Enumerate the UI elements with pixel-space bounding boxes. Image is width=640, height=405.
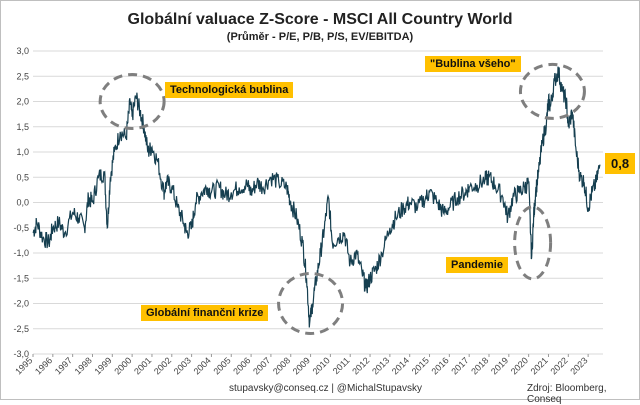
x-tick-label: 2000 [112,355,133,376]
chart-title: Globální valuace Z-Score - MSCI All Coun… [127,11,513,28]
x-tick-label: 2002 [152,355,173,376]
y-tick-label: -1,0 [13,248,29,258]
x-tick-label: 1997 [53,355,74,376]
highlight-financial-crisis [277,272,345,335]
annotation-pandemic: Pandemie [446,257,508,273]
annotation-tech-bubble: Technologická bublina [165,82,294,98]
x-tick-label: 1998 [73,355,94,376]
x-tick-label: 2017 [449,355,470,376]
y-tick-label: 2,5 [16,71,29,81]
x-tick-label: 2023 [568,355,589,376]
x-tick-label: 1999 [92,355,113,376]
x-tick-label: 2013 [370,355,391,376]
y-tick-label: -0,5 [13,223,29,233]
highlight-tech-bubble [98,73,166,130]
last-value-label: 0,8 [605,153,636,174]
y-tick-label: -2,0 [13,299,29,309]
x-tick-label: 2019 [489,355,510,376]
y-tick-label: -3,0 [13,349,29,359]
x-tick-label: 2010 [311,355,332,376]
x-tick-label: 2020 [509,355,530,376]
x-tick-label: 2022 [548,355,569,376]
x-tick-label: 2016 [430,355,451,376]
x-tick-label: 2009 [291,355,312,376]
annotation-financial-crisis: Globální finanční krize [141,305,269,321]
series-line [32,66,601,328]
y-tick-label: -2,5 [13,324,29,334]
x-tick-label: 2006 [231,355,252,376]
y-tick-label: 2,0 [16,97,29,107]
y-tick-label: 1,0 [16,147,29,157]
x-tick-label: 2014 [390,355,411,376]
x-tick-label: 2004 [192,355,213,376]
x-tick-label: 2011 [331,355,352,376]
footer-contact: stupavsky@conseq.cz | @MichalStupavsky [229,383,422,394]
x-tick-label: 2003 [172,355,193,376]
y-tick-label: 0,5 [16,172,29,182]
chart-subtitle: (Průměr - P/E, P/B, P/S, EV/EBITDA) [226,31,414,43]
x-tick-label: 1996 [33,355,54,376]
highlight-everything-bubble [518,62,586,120]
y-tick-label: 1,5 [16,122,29,132]
x-tick-label: 2001 [132,355,153,376]
x-tick-label: 2008 [271,355,292,376]
y-tick-label: -1,5 [13,273,29,283]
footer-source: Zdroj: Bloomberg, Conseq [527,383,607,405]
highlight-pandemic [513,205,553,281]
x-tick-label: 2021 [529,355,550,376]
chart-svg: -3,0 -2,5 -2,0 -1,5 -1,0 -0,5 0,0 0,5 1,0 1,5 2,0 2… [13,46,603,377]
x-tick-label: 2012 [350,355,371,376]
y-tick-label: 0,0 [16,198,29,208]
x-tick-label: 2007 [251,355,272,376]
annotation-everything-bubble: "Bublina všeho" [425,56,521,72]
x-tick-label: 2018 [469,355,490,376]
x-tick-label: 2015 [410,355,431,376]
y-tick-label: 3,0 [16,46,29,56]
x-tick-label: 2005 [211,355,232,376]
